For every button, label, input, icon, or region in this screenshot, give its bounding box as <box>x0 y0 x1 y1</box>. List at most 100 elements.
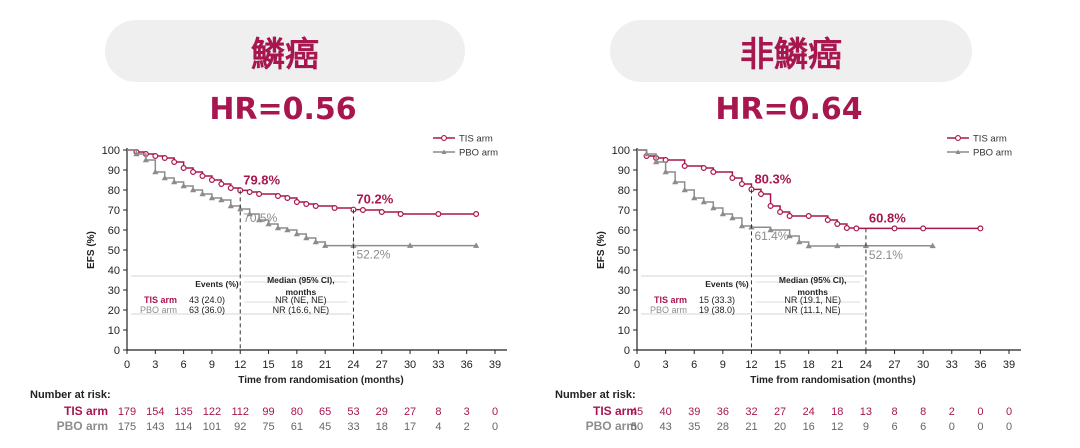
pbo-censor-mark <box>672 178 679 185</box>
pbo-censor-mark <box>700 198 707 205</box>
pbo-censor-mark <box>284 226 291 233</box>
tis-censor-mark <box>767 203 774 210</box>
table-events-value: 19 (38.0) <box>699 305 735 315</box>
y-axis-title: EFS (%) <box>596 231 607 269</box>
tis-censor-mark <box>834 221 841 228</box>
pbo-censor-mark <box>322 242 329 248</box>
risk-pbo-count: 6 <box>891 421 897 433</box>
x-tick-label: 12 <box>745 359 757 371</box>
tis-censor-mark <box>805 213 812 220</box>
median-header-line1: Median (95% CI), <box>779 275 847 285</box>
tis-censor-mark <box>227 185 234 192</box>
y-tick-label: 10 <box>108 325 120 337</box>
tis-censor-mark <box>891 225 898 232</box>
number-at-risk-title: Number at risk: <box>30 389 111 401</box>
tis-landmark-label: 80.3% <box>754 171 791 186</box>
pbo-censor-mark <box>738 222 746 229</box>
tis-censor-mark <box>786 213 793 220</box>
number-at-risk-title: Number at risk: <box>555 389 636 401</box>
pbo-censor-mark <box>303 234 310 241</box>
risk-pbo-count: 0 <box>949 421 955 433</box>
tis-censor-mark <box>152 153 159 160</box>
risk-tis-count: 8 <box>920 406 926 418</box>
risk-tis-count: 29 <box>376 406 388 418</box>
pbo-censor-mark <box>152 168 159 175</box>
legend-tis-label: TIS arm <box>459 134 493 145</box>
risk-pbo-count: 20 <box>774 421 786 433</box>
x-axis-title: Time from randomisation (months) <box>238 375 403 386</box>
x-tick-label: 6 <box>691 359 697 371</box>
legend-pbo-marker <box>441 149 447 154</box>
legend-pbo-label: PBO arm <box>973 148 1012 159</box>
pbo-censor-mark <box>189 186 197 193</box>
risk-pbo-count: 33 <box>347 421 359 433</box>
tis-censor-mark <box>190 169 197 176</box>
tis-censor-mark <box>920 225 927 232</box>
x-tick-label: 33 <box>946 359 958 371</box>
pbo-censor-mark <box>710 204 717 211</box>
risk-tis-count: 24 <box>803 406 815 418</box>
risk-tis-count: 65 <box>319 406 331 418</box>
risk-pbo-count: 0 <box>492 421 498 433</box>
risk-pbo-count: 18 <box>376 421 388 433</box>
pbo-censor-mark <box>199 190 206 197</box>
x-tick-label: 39 <box>1003 359 1015 371</box>
x-tick-label: 6 <box>181 359 187 371</box>
x-tick-label: 33 <box>432 359 444 371</box>
tis-landmark-label: 79.8% <box>243 172 280 187</box>
legend-pbo-marker <box>955 149 961 154</box>
risk-pbo-count: 0 <box>1006 421 1012 433</box>
y-tick-label: 0 <box>624 345 630 357</box>
x-tick-label: 9 <box>209 359 215 371</box>
legend-tis-label: TIS arm <box>973 134 1007 145</box>
x-tick-label: 24 <box>347 359 359 371</box>
table-median-value: NR (16.6, NE) <box>273 305 330 315</box>
y-tick-label: 30 <box>108 285 120 297</box>
pbo-censor-mark <box>218 196 225 203</box>
x-tick-label: 3 <box>152 359 158 371</box>
table-events-value: 43 (24.0) <box>189 295 225 305</box>
legend-tis-marker <box>955 135 961 141</box>
risk-tis-count: 80 <box>291 406 303 418</box>
risk-pbo-count: 114 <box>175 421 193 433</box>
risk-tis-count: 0 <box>492 406 498 418</box>
table-median-value: NR (NE, NE) <box>275 295 327 305</box>
tis-censor-mark <box>758 191 765 198</box>
pbo-censor-mark <box>805 242 812 249</box>
tis-censor-mark <box>729 175 736 182</box>
risk-tis-count: 13 <box>860 406 872 418</box>
pbo-landmark-label: 52.2% <box>356 248 390 262</box>
chart-title-squamous: 鱗癌 <box>251 34 319 75</box>
x-tick-label: 36 <box>974 359 986 371</box>
risk-pbo-count: 2 <box>464 421 470 433</box>
risk-tis-count: 39 <box>688 406 700 418</box>
tis-censor-mark <box>681 163 688 170</box>
risk-tis-count: 3 <box>464 406 470 418</box>
pbo-censor-mark <box>691 194 698 201</box>
x-tick-label: 15 <box>262 359 274 371</box>
risk-tis-count: 179 <box>118 406 136 418</box>
tis-censor-mark <box>303 201 310 208</box>
events-header: Events (%) <box>195 279 239 289</box>
risk-tis-label: TIS arm <box>593 404 637 418</box>
tis-censor-mark <box>180 165 187 172</box>
risk-tis-count: 32 <box>745 406 757 418</box>
hr-value-nonsquamous: HR=0.64 <box>715 92 863 127</box>
risk-pbo-count: 92 <box>234 421 246 433</box>
risk-pbo-count: 28 <box>717 421 729 433</box>
x-tick-label: 12 <box>234 359 246 371</box>
x-tick-label: 24 <box>860 359 872 371</box>
x-tick-label: 18 <box>291 359 303 371</box>
median-header-line1: Median (95% CI), <box>267 275 335 285</box>
risk-pbo-count: 0 <box>977 421 983 433</box>
pbo-landmark-label: 70.5% <box>243 211 277 225</box>
risk-tis-count: 45 <box>631 406 643 418</box>
pbo-censor-mark <box>161 174 168 181</box>
events-header: Events (%) <box>705 279 749 289</box>
risk-tis-count: 0 <box>1006 406 1012 418</box>
y-tick-label: 80 <box>108 185 120 197</box>
pbo-censor-mark <box>643 150 650 157</box>
risk-pbo-count: 175 <box>118 421 136 433</box>
median-header-line2: months <box>797 287 828 297</box>
